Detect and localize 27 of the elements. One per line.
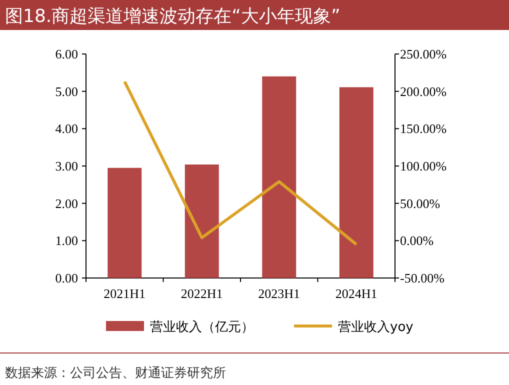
line-series: [123, 80, 358, 246]
y2-tick-label: -50.00%: [400, 270, 445, 286]
y-tick-label: 6.00: [55, 46, 78, 62]
y2-tick-label: 150.00%: [400, 121, 447, 136]
bar: [262, 76, 296, 278]
y-tick-label: 0.00: [55, 270, 78, 286]
y2-tick-label: 100.00%: [400, 158, 447, 174]
y-tick-label: 2.00: [55, 196, 78, 211]
y2-tick-label: 250.00%: [400, 46, 447, 62]
source-note: 数据来源：公司公告、财通证券研究所: [5, 366, 226, 381]
chart-title: 图18.商超渠道增速波动存在“大小年现象”: [5, 6, 340, 27]
legend-label: 营业收入（亿元）: [150, 320, 254, 335]
bar: [339, 87, 374, 278]
y-tick-label: 1.00: [55, 233, 78, 248]
x-tick-label: 2022H1: [180, 286, 223, 301]
legend-label: 营业收入yoy: [338, 320, 414, 335]
bar: [108, 168, 142, 278]
y-tick-label: 3.00: [55, 158, 78, 174]
x-tick-label: 2024H1: [335, 286, 378, 301]
x-tick-label: 2021H1: [104, 286, 146, 301]
y2-tick-label: 200.00%: [400, 84, 447, 99]
y-tick-label: 4.00: [55, 121, 78, 136]
y-tick-label: 5.00: [55, 84, 78, 99]
y2-tick-label: 0.00%: [400, 233, 434, 248]
x-tick-label: 2023H1: [258, 286, 300, 301]
y2-tick-label: 50.00%: [400, 196, 440, 211]
bar: [184, 164, 219, 278]
